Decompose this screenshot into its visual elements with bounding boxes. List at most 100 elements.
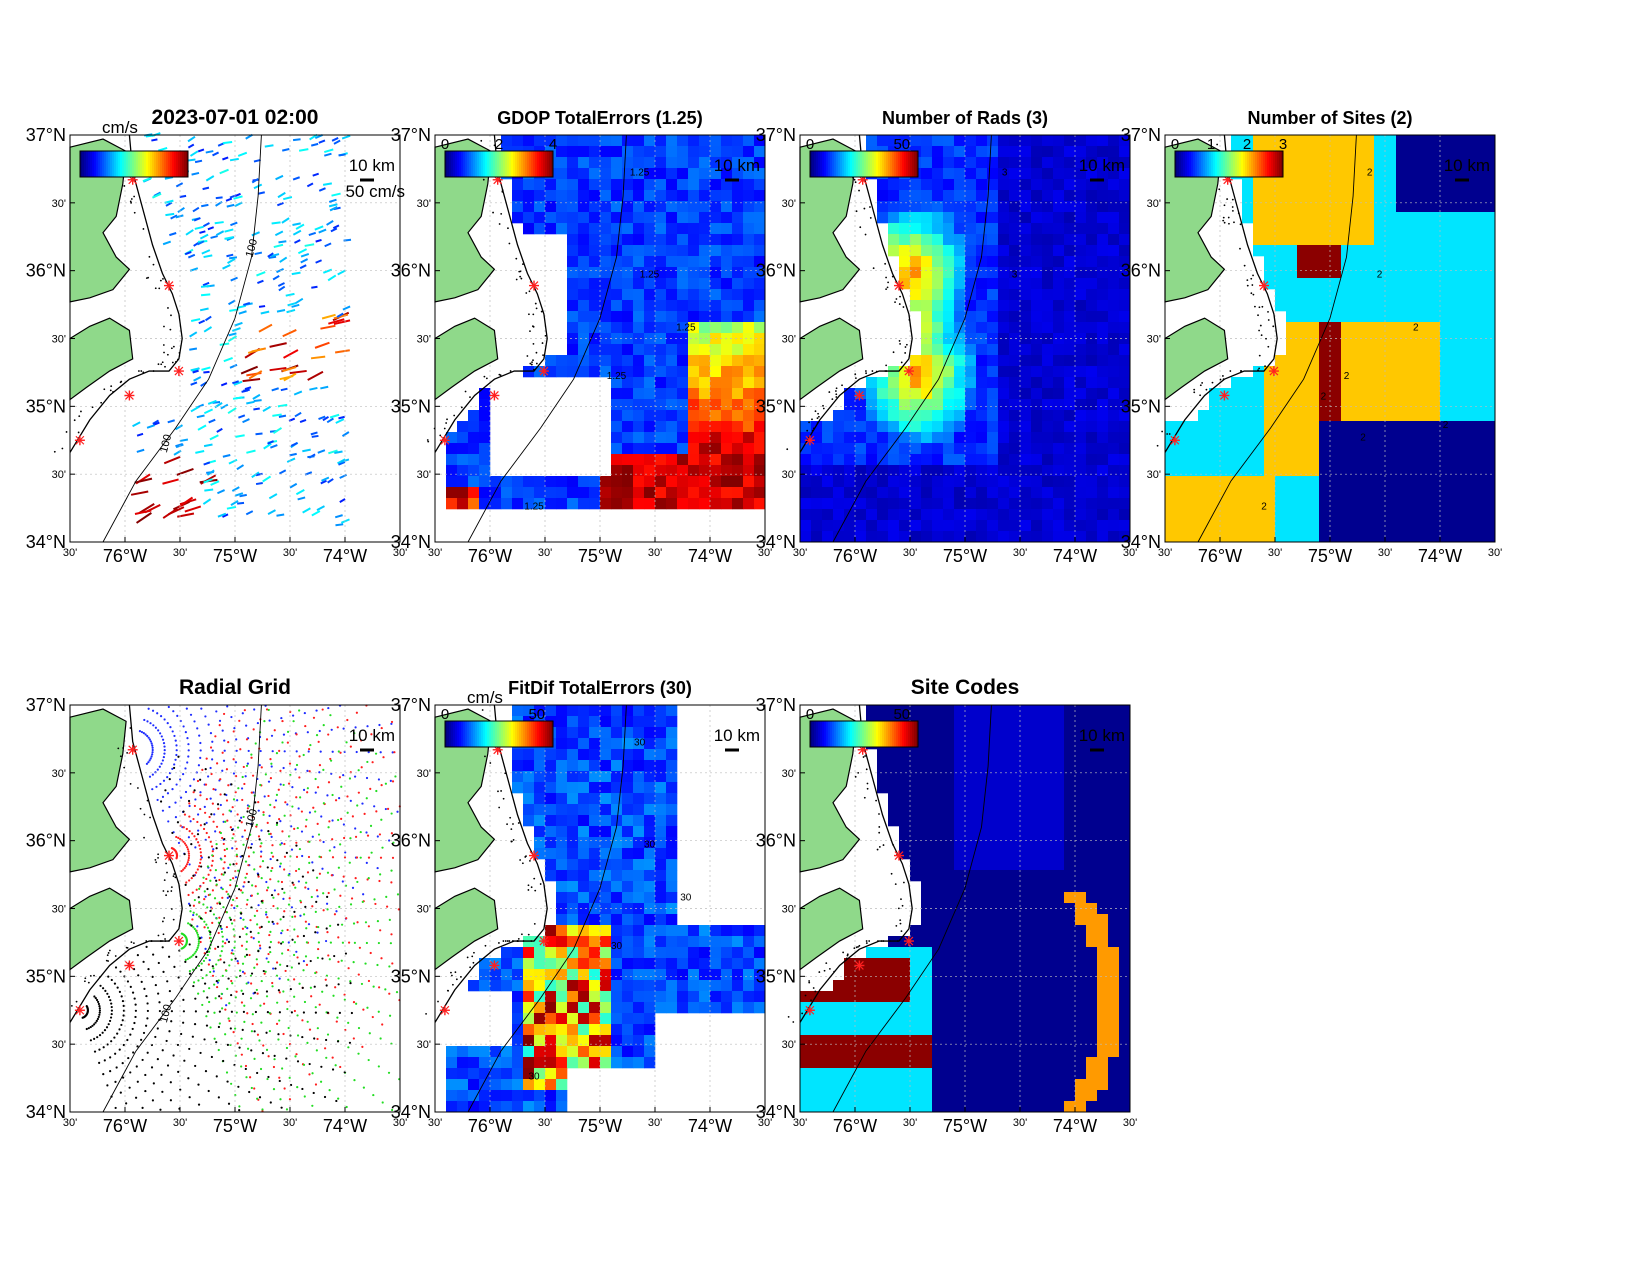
heatmap-cell: [589, 333, 601, 345]
radial-grid-point: [229, 826, 232, 829]
heatmap-cell: [965, 212, 977, 224]
current-vector: [214, 402, 223, 409]
radial-grid-point: [226, 819, 229, 822]
heatmap-cell: [1451, 355, 1463, 367]
heatmap-cell: [754, 190, 766, 202]
heatmap-cell: [1097, 443, 1109, 455]
radial-grid-point: [337, 936, 340, 939]
heatmap-cell: [932, 322, 944, 334]
heatmap-cell: [732, 366, 744, 378]
radial-grid-point: [298, 709, 301, 712]
radial-grid-point: [154, 983, 157, 987]
heatmap-cell: [976, 487, 988, 499]
heatmap-cell: [1242, 432, 1254, 444]
colorbar-swatch: [521, 151, 524, 177]
heatmap-cell: [1286, 256, 1298, 268]
heatmap-cell: [877, 509, 889, 521]
heatmap-cell: [743, 443, 755, 455]
heatmap-cell: [998, 465, 1010, 477]
heatmap-cell: [1308, 531, 1320, 543]
heatmap-cell: [1429, 399, 1441, 411]
heatmap-cell: [1086, 520, 1098, 532]
heatmap-cell: [1374, 344, 1386, 356]
heatmap-cell: [1119, 278, 1131, 290]
radial-grid-point: [338, 797, 341, 800]
heatmap-cell: [910, 234, 922, 246]
island-dot: [1267, 345, 1270, 348]
heatmap-cell: [943, 135, 955, 147]
heatmap-cell: [743, 377, 755, 389]
radial-grid-point: [379, 1037, 382, 1040]
radial-grid-point: [230, 979, 233, 983]
radial-grid-point: [377, 1010, 380, 1013]
radial-grid-point: [304, 825, 308, 828]
km-scale: 10 km: [714, 156, 760, 182]
heatmap-cell: [1396, 454, 1408, 466]
radial-grid-point: [198, 734, 201, 737]
radial-grid-point: [223, 848, 226, 852]
radial-grid-point: [199, 861, 202, 864]
colorbar-swatch: [128, 151, 131, 177]
radial-grid-point: [233, 726, 236, 730]
heatmap-cell: [1020, 322, 1032, 334]
current-vector: [197, 424, 207, 431]
heatmap-cell: [1308, 399, 1320, 411]
heatmap-cell: [1242, 465, 1254, 477]
heatmap-cell: [998, 234, 1010, 246]
radial-grid-point: [259, 783, 262, 787]
heatmap-cell: [545, 223, 557, 235]
heatmap-cell: [1075, 432, 1087, 444]
radial-grid-point: [146, 1009, 149, 1013]
heatmap-cell: [800, 432, 812, 444]
heatmap-cell: [932, 432, 944, 444]
heatmap-cell: [644, 256, 656, 268]
heatmap-cell: [589, 366, 601, 378]
island-dot: [1250, 277, 1253, 280]
heatmap-cell: [943, 322, 955, 334]
radial-grid-point: [210, 772, 213, 776]
heatmap-cell: [1220, 443, 1232, 455]
radial-grid-point: [360, 739, 363, 742]
island-dot: [525, 292, 528, 294]
heatmap-cell: [677, 168, 689, 180]
heatmap-cell: [655, 366, 667, 378]
radial-grid-point: [121, 999, 125, 1003]
radial-grid-point: [377, 941, 380, 945]
heatmap-cell: [943, 267, 955, 279]
island-dot: [811, 429, 814, 432]
heatmap-cell: [1020, 344, 1032, 356]
heatmap-cell: [976, 212, 988, 224]
radial-grid-point: [249, 1076, 252, 1079]
heatmap-cell: [877, 388, 889, 400]
heatmap-cell: [1031, 487, 1043, 499]
radial-grid-point: [242, 765, 245, 769]
heatmap-cell: [1097, 157, 1109, 169]
radial-grid-point: [270, 762, 273, 765]
heatmap-cell: [1286, 245, 1298, 257]
colorbar-swatch: [525, 151, 528, 177]
radial-grid-point: [211, 758, 214, 761]
heatmap-cell: [1429, 234, 1441, 246]
radial-grid-point: [240, 1001, 244, 1004]
heatmap-cell: [567, 201, 579, 213]
heatmap-cell: [1330, 245, 1342, 257]
current-vector: [333, 319, 351, 326]
heatmap-cell: [1308, 388, 1320, 400]
heatmap-cell: [1297, 476, 1309, 488]
heatmap-cell: [1064, 267, 1076, 279]
heatmap-cell: [732, 344, 744, 356]
heatmap-cell: [1484, 421, 1496, 433]
colorbar-swatch: [94, 151, 97, 177]
radial-grid-point: [243, 782, 246, 786]
heatmap-cell: [1097, 465, 1109, 477]
heatmap-cell: [545, 498, 557, 510]
heatmap-cell: [1418, 289, 1430, 301]
heatmap-cell: [976, 421, 988, 433]
heatmap-cell: [1473, 168, 1485, 180]
heatmap-cell: [943, 465, 955, 477]
heatmap-cell: [754, 322, 766, 334]
heatmap-cell: [721, 454, 733, 466]
heatmap-cell: [800, 487, 812, 499]
radial-grid-point: [223, 855, 227, 858]
current-vector: [193, 217, 201, 222]
